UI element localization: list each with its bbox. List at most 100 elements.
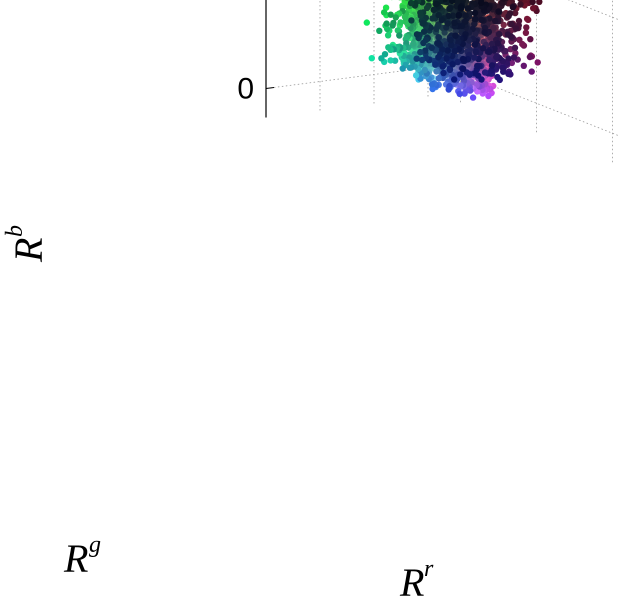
data-point: [469, 94, 477, 101]
data-point: [457, 71, 464, 78]
data-point: [495, 30, 503, 38]
data-point: [492, 17, 499, 25]
data-point: [399, 65, 406, 72]
data-point: [523, 24, 530, 31]
data-point: [464, 5, 472, 12]
data-points: [363, 0, 543, 101]
data-point: [460, 65, 467, 73]
data-point: [452, 32, 459, 39]
data-point: [527, 36, 534, 43]
z-tick-label: 0: [237, 73, 254, 106]
data-point: [435, 75, 442, 82]
data-point: [383, 20, 390, 27]
data-point: [445, 86, 452, 93]
data-point: [489, 10, 496, 18]
data-point: [435, 54, 442, 61]
data-point: [419, 3, 426, 11]
z-axis-label: R b: [2, 225, 51, 263]
data-point: [417, 75, 424, 82]
data-point: [420, 28, 428, 35]
data-point: [363, 19, 370, 26]
data-point: [512, 9, 519, 17]
data-point: [471, 15, 479, 23]
data-point: [425, 0, 432, 2]
data-point: [439, 46, 446, 53]
data-point: [490, 25, 497, 32]
data-point: [505, 70, 512, 78]
data-point: [517, 0, 524, 2]
data-point: [451, 47, 459, 55]
data-point: [499, 64, 506, 71]
data-point: [447, 36, 454, 44]
data-point: [457, 5, 465, 12]
data-point: [428, 44, 435, 51]
svg-text:g: g: [89, 532, 101, 558]
data-point: [472, 70, 479, 77]
data-point: [509, 3, 517, 11]
data-point: [446, 5, 453, 12]
data-point: [394, 27, 401, 34]
data-point: [381, 51, 389, 58]
data-point: [419, 20, 427, 27]
data-point: [462, 12, 469, 19]
data-point: [486, 48, 493, 55]
data-point: [380, 9, 388, 16]
data-point: [433, 68, 440, 75]
data-point: [404, 0, 410, 1]
z-tick-mark: [265, 87, 275, 89]
data-point: [438, 16, 445, 24]
data-point: [517, 1, 524, 8]
data-point: [433, 0, 440, 8]
data-point: [534, 59, 541, 66]
data-point: [420, 39, 427, 47]
data-point: [385, 44, 392, 51]
svg-text:R: R: [399, 560, 424, 605]
data-point: [448, 0, 456, 5]
data-point: [466, 37, 473, 44]
data-point: [444, 47, 451, 54]
data-point: [522, 29, 530, 36]
data-point: [485, 92, 492, 100]
data-point: [413, 55, 420, 62]
data-point: [511, 44, 519, 51]
svg-text:R: R: [6, 238, 51, 263]
data-point: [429, 85, 436, 93]
data-point: [443, 41, 450, 48]
data-point: [392, 14, 399, 21]
data-point: [536, 0, 543, 5]
data-point: [435, 34, 442, 41]
svg-text:R: R: [63, 536, 88, 581]
data-point: [433, 25, 440, 33]
data-point: [387, 57, 394, 64]
data-point: [516, 36, 523, 43]
data-point: [402, 14, 409, 21]
data-point: [494, 73, 501, 81]
data-point: [488, 62, 496, 69]
data-point: [435, 39, 442, 47]
data-point: [443, 55, 450, 62]
data-point: [478, 0, 485, 6]
data-point: [461, 90, 468, 97]
data-point: [378, 55, 385, 62]
data-point: [407, 0, 415, 7]
data-point: [418, 56, 426, 64]
data-point: [530, 5, 537, 12]
data-point: [410, 40, 417, 47]
data-point: [455, 11, 463, 19]
data-point: [417, 9, 424, 16]
data-point: [472, 48, 480, 56]
data-point: [500, 0, 507, 2]
data-point: [495, 0, 500, 1]
data-point: [430, 6, 437, 13]
data-point: [493, 53, 500, 61]
data-point: [445, 12, 452, 20]
data-point: [451, 19, 458, 26]
svg-text:b: b: [2, 225, 28, 237]
data-point: [368, 55, 375, 62]
data-point: [528, 68, 535, 75]
data-point: [429, 15, 436, 22]
data-point: [481, 69, 489, 76]
data-point: [494, 40, 501, 47]
data-point: [449, 60, 456, 68]
